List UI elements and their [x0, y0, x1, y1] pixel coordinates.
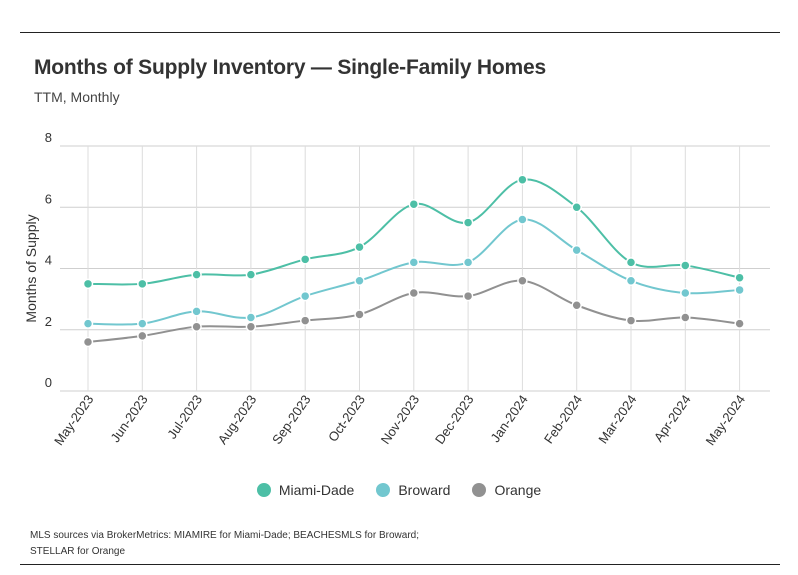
- data-point-miami-dade: [299, 254, 311, 265]
- data-point-miami-dade: [408, 198, 420, 210]
- x-tick-label: May-2024: [703, 392, 748, 448]
- x-tick-label: Aug-2023: [215, 392, 260, 447]
- bottom-rule: [20, 564, 780, 565]
- x-tick-label: Mar-2024: [595, 392, 639, 446]
- chart-title: Months of Supply Inventory — Single-Fami…: [34, 56, 546, 79]
- data-point-orange: [299, 315, 311, 326]
- y-tick-label: 4: [45, 253, 52, 268]
- data-point-broward: [680, 287, 691, 299]
- y-tick-label: 8: [45, 130, 52, 145]
- legend-label-broward: Broward: [398, 482, 451, 498]
- data-point-miami-dade: [734, 272, 745, 283]
- x-tick-label: Oct-2023: [325, 392, 368, 444]
- legend-item-orange: Orange: [472, 482, 541, 498]
- data-point-miami-dade: [191, 269, 202, 280]
- data-point-orange: [734, 318, 745, 329]
- source-line-1: MLS sources via BrokerMetrics: MIAMIRE f…: [30, 530, 419, 541]
- data-point-broward: [245, 312, 257, 323]
- data-point-orange: [191, 321, 202, 332]
- x-tick-label: May-2023: [51, 392, 96, 448]
- data-point-miami-dade: [462, 217, 474, 228]
- x-tick-label: Jan-2024: [487, 392, 530, 445]
- x-tick-label: Jul-2023: [164, 392, 205, 441]
- legend-swatch-broward: [376, 483, 391, 497]
- chart-legend: Miami-Dade Broward Orange: [0, 482, 798, 498]
- data-point-broward: [299, 290, 311, 302]
- legend-swatch-orange: [472, 483, 487, 497]
- data-point-miami-dade: [82, 278, 94, 290]
- data-point-broward: [191, 306, 202, 317]
- top-rule: [20, 32, 780, 33]
- data-point-broward: [517, 214, 528, 225]
- legend-item-miami-dade: Miami-Dade: [256, 482, 355, 498]
- data-point-miami-dade: [245, 269, 257, 280]
- data-point-orange: [462, 290, 474, 302]
- x-tick-label: Sep-2023: [269, 392, 314, 447]
- data-point-broward: [734, 284, 745, 296]
- data-point-broward: [408, 257, 420, 268]
- legend-swatch-miami-dade: [256, 483, 271, 497]
- data-point-orange: [680, 312, 691, 323]
- source-line-2: STELLAR for Orange: [30, 546, 126, 557]
- chart-subtitle: TTM, Monthly: [34, 89, 120, 105]
- data-point-orange: [517, 275, 528, 286]
- x-tick-label: Dec-2023: [432, 392, 477, 447]
- data-point-miami-dade: [354, 241, 365, 253]
- y-tick-label: 6: [45, 191, 52, 206]
- x-tick-label: Feb-2024: [541, 392, 585, 446]
- y-tick-label: 0: [45, 375, 52, 390]
- data-point-orange: [245, 321, 257, 332]
- data-point-orange: [625, 315, 637, 326]
- data-point-miami-dade: [680, 260, 691, 271]
- data-point-orange: [82, 336, 94, 348]
- source-note: MLS sources via BrokerMetrics: MIAMIRE f…: [30, 528, 630, 560]
- y-axis-label: Months of Supply: [23, 214, 39, 322]
- data-point-miami-dade: [625, 257, 637, 268]
- data-point-orange: [571, 300, 582, 311]
- legend-item-broward: Broward: [376, 482, 450, 498]
- x-tick-label: Apr-2024: [651, 392, 694, 444]
- legend-label-orange: Orange: [494, 482, 542, 498]
- data-point-miami-dade: [517, 174, 528, 185]
- x-tick-label: Jun-2023: [107, 392, 150, 445]
- data-point-broward: [625, 275, 637, 286]
- data-point-broward: [354, 275, 365, 286]
- x-tick-label: Nov-2023: [378, 392, 423, 447]
- data-point-orange: [408, 287, 420, 299]
- data-point-miami-dade: [137, 278, 148, 290]
- legend-label-miami-dade: Miami-Dade: [278, 482, 355, 498]
- data-point-broward: [82, 318, 94, 329]
- data-point-broward: [137, 318, 148, 329]
- data-point-miami-dade: [571, 202, 582, 213]
- data-point-broward: [462, 257, 474, 268]
- data-point-broward: [571, 244, 582, 256]
- data-point-orange: [137, 330, 148, 342]
- data-point-orange: [354, 309, 365, 320]
- y-tick-label: 2: [45, 314, 52, 329]
